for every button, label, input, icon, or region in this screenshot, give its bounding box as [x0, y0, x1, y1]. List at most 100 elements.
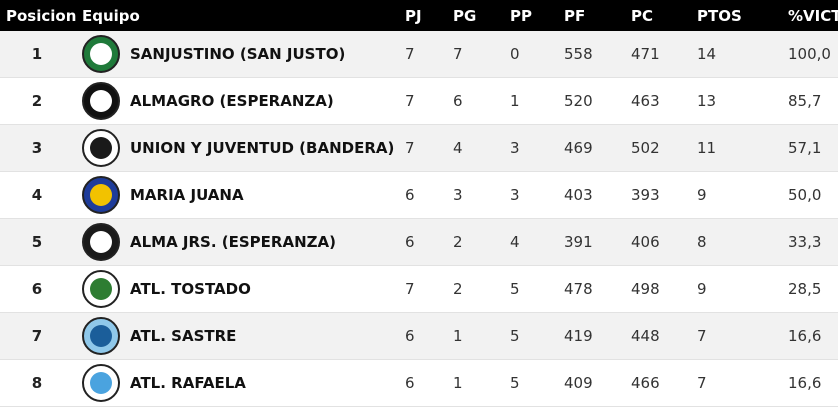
team-logo: [80, 31, 122, 77]
header-pf: PF: [564, 6, 586, 25]
header-pp: PP: [510, 6, 532, 25]
row-team-name: ALMA JRS. (ESPERANZA): [130, 233, 336, 251]
row-pf: 478: [564, 280, 593, 298]
atl-rafaela-crest-icon: [82, 364, 120, 402]
row-pp: 4: [510, 233, 520, 251]
row-pj: 7: [405, 92, 415, 110]
row-ptos: 9: [697, 280, 707, 298]
row-pc: 448: [631, 327, 660, 345]
row-ptos: 8: [697, 233, 707, 251]
row-pc: 393: [631, 186, 660, 204]
row-team-name: MARIA JUANA: [130, 186, 244, 204]
row-pc: 471: [631, 45, 660, 63]
table-row: 8 ATL. RAFAELA 6 1 5 409 466 7 16,6: [0, 360, 838, 407]
row-pc: 502: [631, 139, 660, 157]
row-pg: 3: [453, 186, 463, 204]
row-vict: 57,1: [788, 139, 822, 157]
row-pf: 419: [564, 327, 593, 345]
row-team-name: UNION Y JUVENTUD (BANDERA): [130, 139, 395, 157]
union-juventud-crest-icon: [82, 129, 120, 167]
team-logo: [80, 125, 122, 171]
alma-juniors-crest-icon: [82, 223, 120, 261]
row-pp: 5: [510, 327, 520, 345]
row-pf: 391: [564, 233, 593, 251]
row-pp: 0: [510, 45, 520, 63]
row-pp: 5: [510, 280, 520, 298]
row-pg: 7: [453, 45, 463, 63]
row-position: 6: [31, 280, 43, 298]
table-row: 1 SANJUSTINO (SAN JUSTO) 7 7 0 558 471 14 100,0: [0, 31, 838, 78]
row-pg: 6: [453, 92, 463, 110]
row-pg: 2: [453, 233, 463, 251]
atl-tostado-crest-icon: [82, 270, 120, 308]
row-pf: 469: [564, 139, 593, 157]
row-pg: 4: [453, 139, 463, 157]
row-vict: 16,6: [788, 374, 822, 392]
row-pj: 6: [405, 327, 415, 345]
table-row: 5 ALMA JRS. (ESPERANZA) 6 2 4 391 406 8 33,3: [0, 219, 838, 266]
row-vict: 100,0: [788, 45, 831, 63]
table-row: 6 ATL. TOSTADO 7 2 5 478 498 9 28,5: [0, 266, 838, 313]
row-position: 8: [31, 374, 43, 392]
team-logo: [80, 266, 122, 312]
header-vict: %VICT: [788, 6, 838, 25]
row-pf: 520: [564, 92, 593, 110]
table-row: 7 ATL. SASTRE 6 1 5 419 448 7 16,6: [0, 313, 838, 360]
header-equipo: Equipo: [82, 6, 140, 25]
row-ptos: 9: [697, 186, 707, 204]
header-pj: PJ: [405, 6, 422, 25]
table-row: 2 ALMAGRO (ESPERANZA) 7 6 1 520 463 13 85,7: [0, 78, 838, 125]
row-position: 1: [31, 45, 43, 63]
row-pp: 1: [510, 92, 520, 110]
row-pc: 466: [631, 374, 660, 392]
row-pf: 403: [564, 186, 593, 204]
row-pg: 2: [453, 280, 463, 298]
row-vict: 16,6: [788, 327, 822, 345]
row-position: 4: [31, 186, 43, 204]
row-pj: 7: [405, 280, 415, 298]
row-ptos: 7: [697, 374, 707, 392]
row-pf: 409: [564, 374, 593, 392]
row-team-name: ATL. SASTRE: [130, 327, 237, 345]
row-pj: 7: [405, 139, 415, 157]
team-logo: [80, 313, 122, 359]
row-position: 3: [31, 139, 43, 157]
row-position: 2: [31, 92, 43, 110]
row-pc: 498: [631, 280, 660, 298]
row-position: 5: [31, 233, 43, 251]
row-ptos: 7: [697, 327, 707, 345]
row-pj: 6: [405, 233, 415, 251]
row-vict: 50,0: [788, 186, 822, 204]
maria-juana-crest-icon: [82, 176, 120, 214]
row-pj: 6: [405, 374, 415, 392]
team-logo: [80, 172, 122, 218]
table-header: Posicion Equipo PJ PG PP PF PC PTOS %VIC…: [0, 0, 838, 31]
row-team-name: ALMAGRO (ESPERANZA): [130, 92, 334, 110]
row-vict: 85,7: [788, 92, 822, 110]
team-logo: [80, 360, 122, 406]
row-vict: 33,3: [788, 233, 822, 251]
header-pc: PC: [631, 6, 654, 25]
row-pp: 3: [510, 186, 520, 204]
row-ptos: 11: [697, 139, 717, 157]
row-pg: 1: [453, 327, 463, 345]
header-ptos: PTOS: [697, 6, 742, 25]
row-pp: 5: [510, 374, 520, 392]
row-team-name: SANJUSTINO (SAN JUSTO): [130, 45, 346, 63]
row-position: 7: [31, 327, 43, 345]
row-pj: 6: [405, 186, 415, 204]
header-pg: PG: [453, 6, 477, 25]
row-pc: 463: [631, 92, 660, 110]
team-logo: [80, 78, 122, 124]
row-pc: 406: [631, 233, 660, 251]
team-logo: [80, 219, 122, 265]
row-team-name: ATL. TOSTADO: [130, 280, 251, 298]
row-vict: 28,5: [788, 280, 822, 298]
almagro-crest-icon: [82, 82, 120, 120]
row-pf: 558: [564, 45, 593, 63]
row-ptos: 13: [697, 92, 717, 110]
sanjustino-crest-icon: [82, 35, 120, 73]
table-row: 4 MARIA JUANA 6 3 3 403 393 9 50,0: [0, 172, 838, 219]
table-row: 3 UNION Y JUVENTUD (BANDERA) 7 4 3 469 502 11 57…: [0, 125, 838, 172]
